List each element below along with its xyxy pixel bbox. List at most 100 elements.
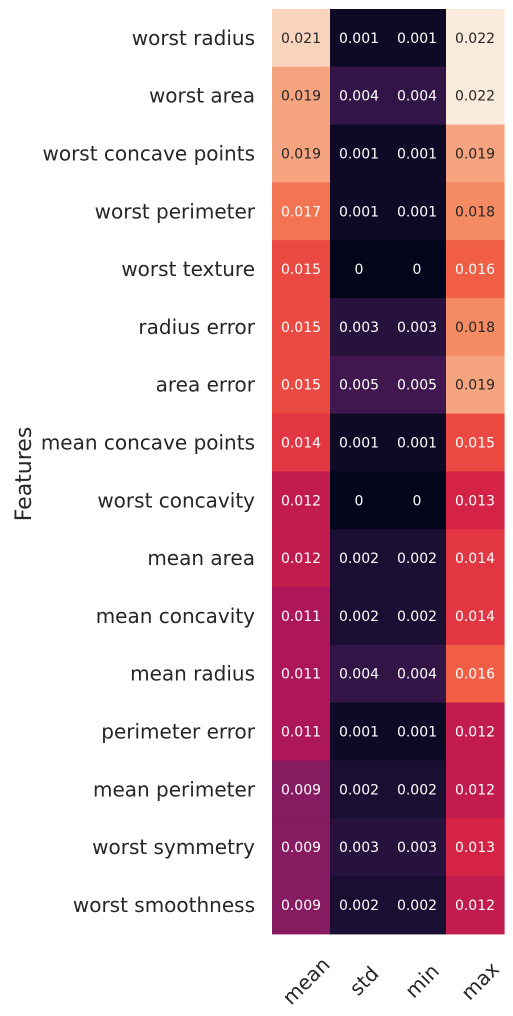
heatmap-cell bbox=[272, 413, 331, 472]
cell-value-label: 0 bbox=[355, 262, 364, 278]
cell-value-label: 0.015 bbox=[281, 320, 321, 336]
heatmap-cell bbox=[446, 760, 505, 819]
cell-value-label: 0 bbox=[413, 493, 422, 509]
row-labels: worst radius worst area worst concave poin… bbox=[41, 26, 256, 917]
cell-value-label: 0.016 bbox=[455, 262, 495, 278]
heatmap-cell bbox=[388, 355, 447, 415]
heatmap-cell bbox=[388, 182, 447, 241]
heatmap-cell bbox=[446, 818, 505, 877]
heatmap-cell bbox=[330, 413, 389, 472]
cell-value-label: 0.012 bbox=[281, 551, 321, 567]
cell-value-label: 0.009 bbox=[281, 898, 321, 914]
heatmap-cell bbox=[330, 760, 389, 819]
cell-value-label: 0.001 bbox=[397, 31, 437, 47]
cell-value-label: 0.001 bbox=[339, 204, 379, 220]
column-labels: mean std min max bbox=[278, 952, 505, 1009]
heatmap-cell bbox=[272, 355, 331, 415]
heatmap-cell bbox=[446, 240, 505, 299]
heatmap-cell bbox=[446, 471, 505, 530]
cell-value-label: 0.001 bbox=[339, 31, 379, 47]
cell-value-label: 0.002 bbox=[397, 782, 437, 798]
cell-value-label: 0 bbox=[355, 493, 364, 509]
row-label: worst concavity bbox=[97, 488, 255, 512]
cell-value-label: 0.016 bbox=[455, 667, 495, 683]
row-label: mean concavity bbox=[96, 604, 255, 628]
y-axis-label: Features bbox=[12, 427, 37, 522]
cell-value-label: 0.001 bbox=[339, 147, 379, 163]
heatmap-cell bbox=[272, 529, 331, 588]
row-label: radius error bbox=[138, 315, 255, 339]
heatmap-cell bbox=[330, 529, 389, 588]
cell-value-label: 0.014 bbox=[455, 551, 495, 567]
heatmap-cell bbox=[388, 413, 447, 472]
cell-value-label: 0.001 bbox=[397, 725, 437, 741]
heatmap-cell bbox=[330, 355, 389, 415]
row-label: worst symmetry bbox=[92, 835, 255, 859]
row-label: mean concave points bbox=[41, 431, 255, 455]
heatmap-cell bbox=[388, 760, 447, 819]
cell-value-label: 0.001 bbox=[339, 725, 379, 741]
heatmap-cell bbox=[388, 240, 447, 299]
cell-value-label: 0.014 bbox=[281, 436, 321, 452]
cell-value-label: 0.003 bbox=[397, 320, 437, 336]
heatmap-cell bbox=[446, 66, 505, 126]
cell-value-label: 0.001 bbox=[397, 204, 437, 220]
cell-value-label: 0.002 bbox=[339, 782, 379, 798]
cell-value-label: 0.013 bbox=[455, 493, 495, 509]
heatmap-cell bbox=[272, 644, 331, 704]
cell-value-label: 0.019 bbox=[455, 147, 495, 163]
row-label: worst area bbox=[149, 84, 255, 108]
heatmap-cell bbox=[330, 702, 389, 761]
cell-value-label: 0.003 bbox=[339, 840, 379, 856]
heatmap-cell bbox=[388, 66, 447, 126]
heatmap-cell bbox=[330, 182, 389, 241]
heatmap-cell bbox=[446, 124, 505, 183]
cell-value-label: 0.004 bbox=[339, 89, 379, 105]
column-label: min bbox=[400, 959, 444, 1003]
heatmap-cell bbox=[330, 66, 389, 126]
cell-value-label: 0.002 bbox=[397, 898, 437, 914]
heatmap-cell bbox=[330, 9, 389, 68]
heatmap-cell bbox=[446, 876, 505, 935]
heatmap-cell bbox=[272, 587, 331, 646]
cell-value-label: 0.003 bbox=[339, 320, 379, 336]
heatmap-cell bbox=[272, 298, 331, 357]
heatmap-cell bbox=[272, 182, 331, 241]
row-label: worst radius bbox=[132, 26, 255, 50]
heatmap-cell bbox=[388, 529, 447, 588]
column-label: max bbox=[456, 957, 504, 1005]
heatmap-cell bbox=[446, 182, 505, 241]
cell-value-label: 0.001 bbox=[397, 436, 437, 452]
cell-value-label: 0.015 bbox=[455, 436, 495, 452]
heatmap-cell bbox=[388, 702, 447, 761]
row-label: worst concave points bbox=[42, 142, 255, 166]
heatmap-cell bbox=[388, 644, 447, 704]
heatmap-cell bbox=[330, 818, 389, 877]
heatmap-cell bbox=[446, 587, 505, 646]
heatmap-cell bbox=[388, 876, 447, 935]
heatmap-cell bbox=[272, 66, 331, 126]
cell-value-label: 0.002 bbox=[397, 551, 437, 567]
heatmap-cells: 0.021 0.001 0.001 0.022 0.019 0.004 0.004 0.022… bbox=[272, 9, 505, 935]
cell-value-label: 0.001 bbox=[339, 436, 379, 452]
cell-value-label: 0.012 bbox=[455, 782, 495, 798]
row-label: area error bbox=[156, 373, 256, 397]
cell-value-label: 0.019 bbox=[455, 378, 495, 394]
cell-value-label: 0.002 bbox=[397, 609, 437, 625]
heatmap-cell bbox=[272, 471, 331, 530]
heatmap-cell bbox=[388, 9, 447, 68]
heatmap-cell bbox=[388, 298, 447, 357]
cell-value-label: 0.012 bbox=[455, 898, 495, 914]
cell-value-label: 0.012 bbox=[281, 493, 321, 509]
cell-value-label: 0.004 bbox=[339, 667, 379, 683]
column-label: std bbox=[345, 961, 384, 1000]
cell-value-label: 0.003 bbox=[397, 840, 437, 856]
row-label: worst smoothness bbox=[73, 893, 255, 917]
heatmap-cell bbox=[272, 876, 331, 935]
cell-value-label: 0.011 bbox=[281, 609, 321, 625]
row-label: worst perimeter bbox=[95, 199, 256, 223]
heatmap-cell bbox=[330, 876, 389, 935]
cell-value-label: 0.009 bbox=[281, 840, 321, 856]
cell-value-label: 0.012 bbox=[455, 725, 495, 741]
cell-value-label: 0.022 bbox=[455, 89, 495, 105]
